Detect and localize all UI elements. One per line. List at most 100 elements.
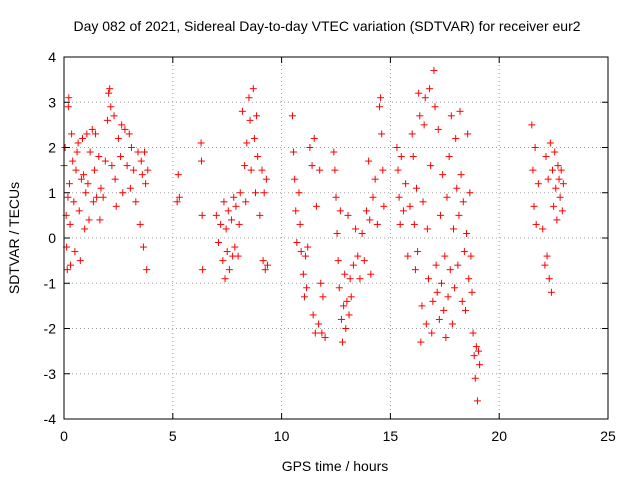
data-point	[427, 162, 435, 170]
data-point	[105, 89, 113, 97]
y-tick-label: -4	[44, 411, 57, 427]
data-point	[312, 202, 320, 210]
data-point	[261, 266, 269, 274]
data-point	[399, 207, 407, 215]
data-point	[319, 293, 327, 301]
data-point	[534, 180, 542, 188]
data-point	[108, 162, 116, 170]
data-point	[393, 144, 401, 151]
x-tick-label: 25	[600, 428, 616, 444]
data-point	[555, 175, 563, 183]
data-point	[223, 248, 231, 256]
y-tick-label: 3	[48, 94, 56, 110]
data-point	[106, 85, 114, 93]
data-point	[432, 261, 440, 269]
data-point	[241, 162, 249, 170]
data-point	[232, 202, 240, 210]
data-point	[144, 166, 152, 174]
data-point	[90, 166, 98, 174]
data-point	[473, 397, 481, 405]
data-point	[73, 148, 81, 156]
data-point	[311, 329, 319, 337]
data-point	[395, 193, 403, 201]
data-point	[221, 275, 229, 283]
data-point	[422, 320, 430, 328]
data-point	[442, 334, 450, 342]
data-point	[303, 284, 311, 292]
data-point	[472, 343, 480, 351]
data-point	[443, 193, 451, 201]
data-point	[243, 139, 251, 147]
data-point	[219, 257, 227, 265]
data-point	[545, 275, 553, 283]
data-point	[354, 252, 362, 260]
data-point	[332, 193, 340, 201]
data-point	[214, 239, 222, 247]
data-point	[466, 189, 474, 197]
data-point	[542, 153, 550, 161]
data-point	[347, 293, 355, 301]
data-point	[296, 220, 304, 228]
data-point	[557, 166, 565, 174]
data-point	[336, 207, 344, 215]
data-point	[379, 166, 387, 174]
data-point	[465, 275, 473, 283]
data-point	[259, 257, 267, 265]
data-point	[247, 166, 255, 174]
data-point	[423, 225, 431, 233]
data-point	[236, 189, 244, 197]
x-tick-label: 15	[383, 428, 399, 444]
data-point	[420, 121, 428, 129]
y-tick-label: 0	[48, 230, 56, 246]
data-point	[253, 112, 261, 120]
data-point	[402, 180, 410, 188]
grid	[63, 56, 609, 420]
data-point	[467, 252, 475, 260]
data-point	[231, 243, 239, 251]
y-tick-label: 4	[48, 49, 56, 65]
data-point	[349, 261, 357, 269]
data-point	[65, 94, 73, 102]
data-point	[321, 334, 329, 342]
data-point	[546, 139, 554, 147]
data-point	[331, 166, 339, 174]
data-point	[119, 189, 127, 197]
x-tick-label: 5	[169, 428, 177, 444]
data-point	[559, 180, 567, 188]
data-point	[121, 125, 129, 133]
data-point	[72, 166, 80, 174]
data-point	[242, 198, 250, 206]
data-point	[532, 220, 540, 228]
data-point	[344, 211, 352, 219]
data-point	[251, 189, 259, 197]
data-point	[554, 162, 562, 170]
data-point	[97, 184, 105, 192]
data-point	[291, 175, 299, 183]
data-point	[141, 148, 149, 156]
data-point	[143, 266, 151, 274]
y-tick-label: -3	[44, 366, 57, 382]
data-point	[96, 216, 104, 224]
data-point	[234, 252, 242, 260]
data-point	[300, 293, 308, 301]
data-point	[541, 261, 549, 269]
data-point	[424, 275, 432, 283]
data-point	[396, 220, 404, 228]
data-point	[68, 130, 76, 138]
data-point	[408, 130, 416, 138]
data-point	[64, 193, 72, 201]
data-point	[551, 148, 559, 156]
data-point	[460, 248, 468, 256]
data-point	[553, 216, 561, 224]
data-point	[429, 297, 437, 305]
data-point	[197, 139, 205, 147]
data-point	[358, 229, 366, 237]
data-point	[380, 202, 388, 210]
data-point	[415, 89, 423, 97]
data-point	[246, 116, 254, 124]
data-point	[340, 302, 348, 310]
data-point	[220, 198, 228, 206]
data-point	[107, 103, 115, 111]
data-point	[547, 288, 555, 296]
